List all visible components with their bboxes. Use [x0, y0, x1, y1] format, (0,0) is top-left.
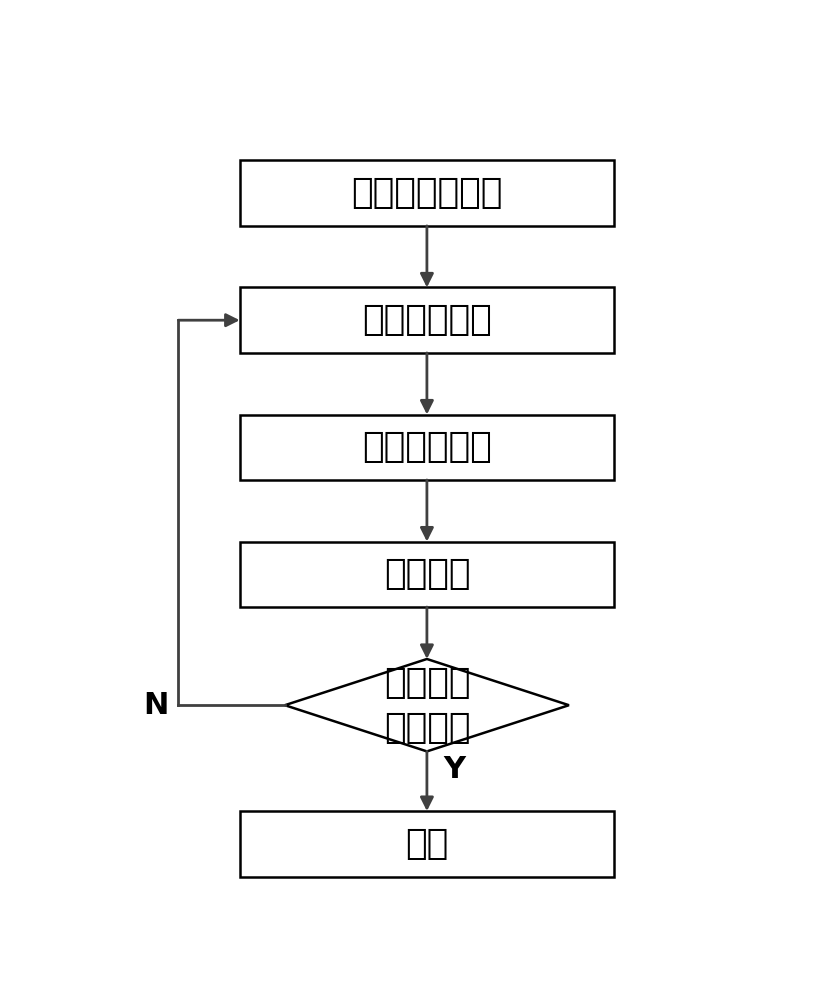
- Bar: [240, 287, 614, 353]
- Text: 图像是否
处理完毕: 图像是否 处理完毕: [384, 666, 470, 745]
- Bar: [240, 542, 614, 607]
- Polygon shape: [285, 659, 569, 751]
- Text: 结束: 结束: [406, 827, 448, 861]
- Bar: [240, 415, 614, 480]
- Text: 初始化目标状态: 初始化目标状态: [352, 176, 502, 210]
- Text: 预测目标状态: 预测目标状态: [362, 303, 491, 337]
- Bar: [240, 160, 614, 226]
- Text: N: N: [143, 691, 168, 720]
- Text: 状态估计: 状态估计: [384, 557, 470, 591]
- Text: 更新目标状态: 更新目标状态: [362, 430, 491, 464]
- Bar: [240, 811, 614, 877]
- Text: Y: Y: [443, 755, 465, 784]
